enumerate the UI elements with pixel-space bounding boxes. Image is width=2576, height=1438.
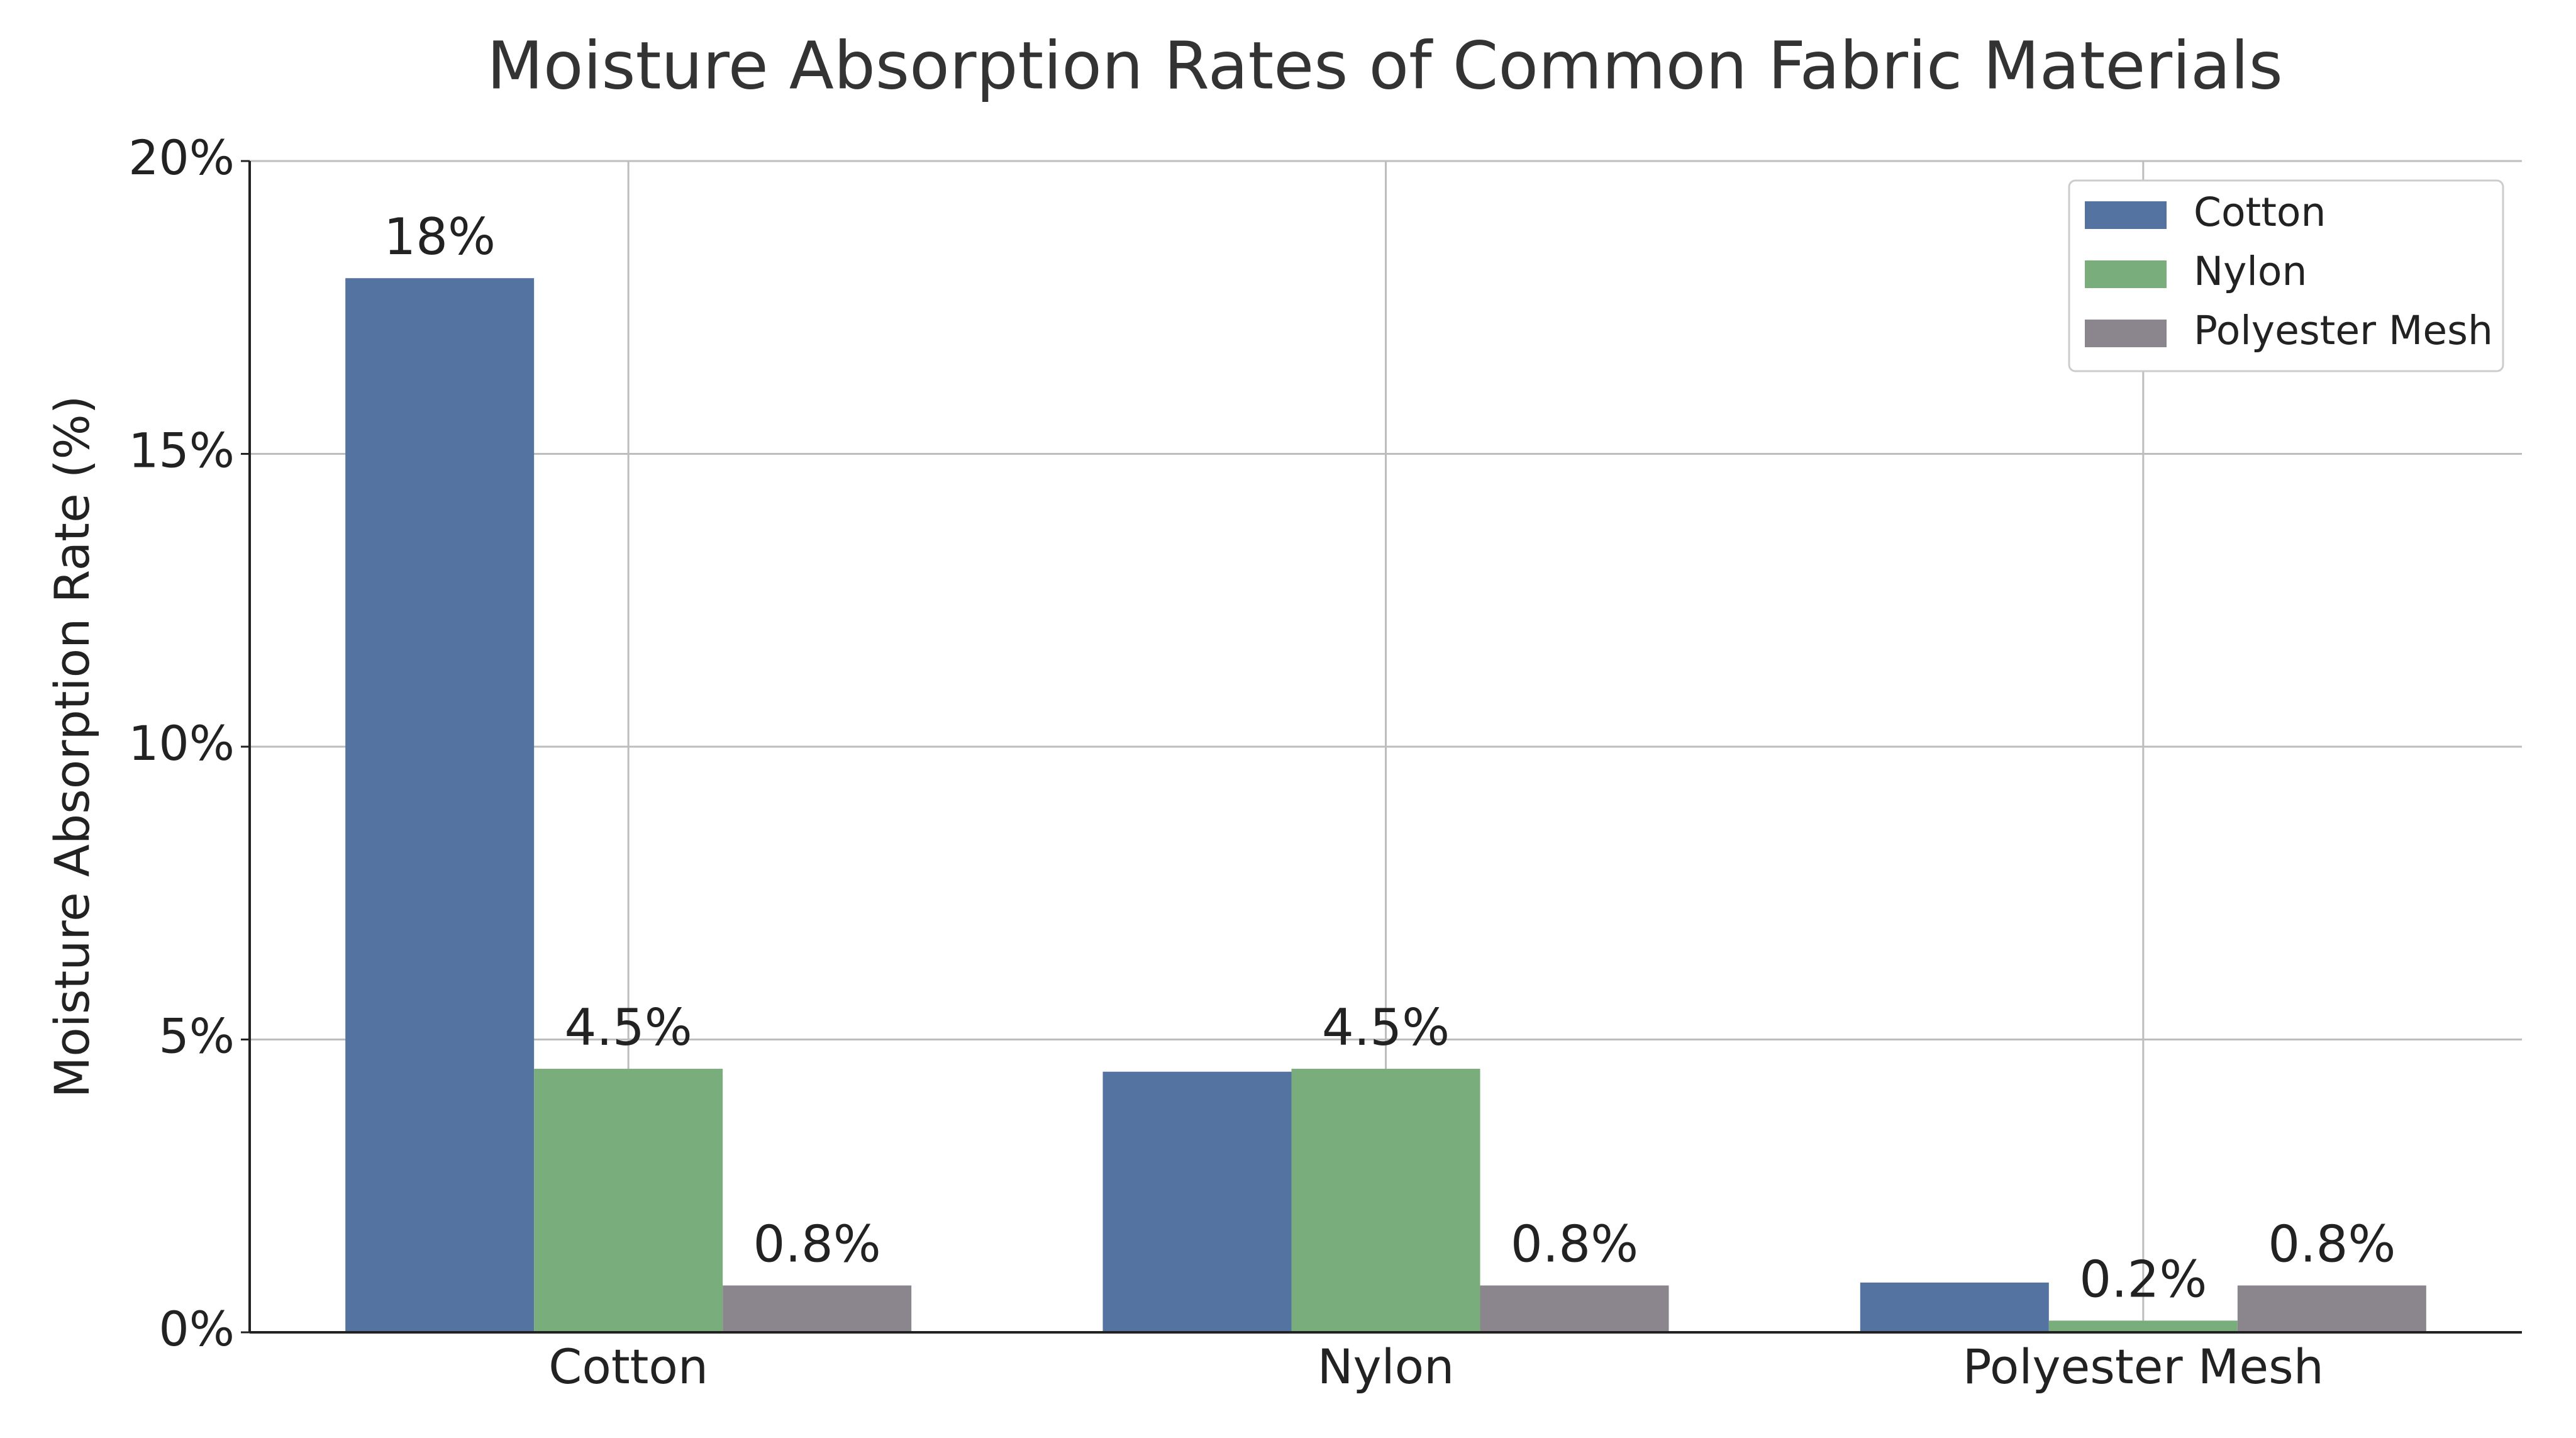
- bar: [1480, 1285, 1669, 1332]
- chart-title: Moisture Absorption Rates of Common Fabr…: [487, 27, 2283, 104]
- legend-label: Cotton: [2194, 189, 2326, 235]
- bar: [2237, 1285, 2426, 1332]
- x-tick-label: Cotton: [548, 1339, 708, 1395]
- x-tick-label: Polyester Mesh: [1963, 1339, 2324, 1395]
- bar: [1102, 1071, 1292, 1332]
- y-tick-label: 15%: [128, 422, 235, 478]
- y-tick-label: 0%: [158, 1301, 235, 1357]
- y-tick-label: 10%: [128, 715, 235, 771]
- legend-box: [2068, 179, 2504, 372]
- bar: [345, 278, 535, 1333]
- data-label: 0.8%: [753, 1215, 881, 1273]
- legend-swatch: [2085, 320, 2167, 347]
- legend-swatch: [2085, 260, 2167, 288]
- data-label: 4.5%: [1322, 998, 1450, 1057]
- y-tick-label: 20%: [128, 130, 235, 186]
- legend-label: Nylon: [2194, 248, 2307, 294]
- data-label: 18%: [384, 208, 496, 266]
- data-label: 0.8%: [2268, 1215, 2396, 1273]
- bar: [534, 1069, 723, 1332]
- y-axis-label: Moisture Absorption Rate (%): [44, 396, 100, 1098]
- y-tick-label: 5%: [158, 1008, 235, 1064]
- data-label: 0.8%: [1511, 1215, 1638, 1273]
- legend-label: Polyester Mesh: [2194, 308, 2493, 354]
- bar: [2048, 1320, 2238, 1332]
- data-label: 4.5%: [565, 998, 692, 1057]
- bar: [723, 1285, 912, 1332]
- x-tick-label: Nylon: [1318, 1339, 1455, 1395]
- data-label: 0.2%: [2079, 1250, 2207, 1308]
- bar: [1860, 1282, 2049, 1332]
- legend-swatch: [2085, 201, 2167, 229]
- bar: [1291, 1069, 1480, 1332]
